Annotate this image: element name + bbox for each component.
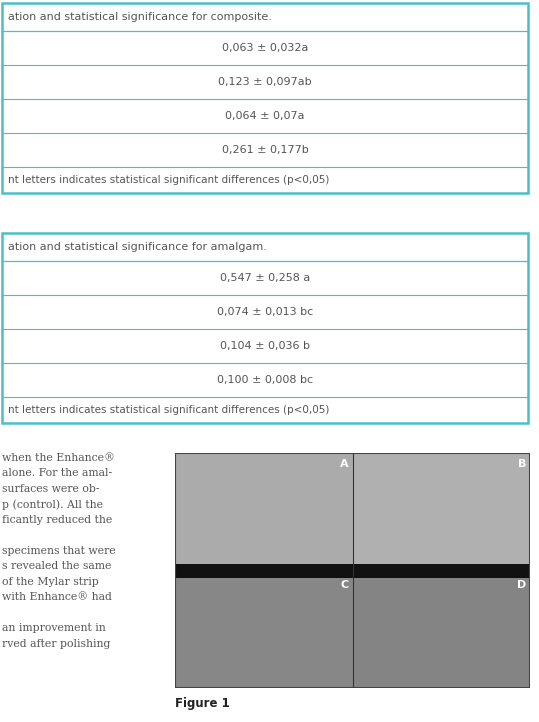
- Text: 0,064 ± 0,07a: 0,064 ± 0,07a: [225, 111, 305, 121]
- Bar: [175, 578, 353, 688]
- Text: A: A: [340, 459, 349, 469]
- Text: 0,261 ± 0,177b: 0,261 ± 0,177b: [222, 145, 308, 155]
- Text: 0,100 ± 0,008 bc: 0,100 ± 0,008 bc: [217, 375, 313, 385]
- Text: specimens that were: specimens that were: [2, 546, 116, 556]
- Text: ation and statistical significance for composite.: ation and statistical significance for c…: [8, 12, 272, 22]
- Text: 0,074 ± 0,013 bc: 0,074 ± 0,013 bc: [217, 307, 313, 317]
- Bar: [353, 453, 530, 563]
- Text: nt letters indicates statistical significant differences (p<0,05): nt letters indicates statistical signifi…: [8, 405, 330, 415]
- Text: 0,123 ± 0,097ab: 0,123 ± 0,097ab: [218, 77, 312, 87]
- Text: C: C: [341, 580, 349, 589]
- Text: of the Mylar strip: of the Mylar strip: [2, 577, 99, 587]
- Text: 0,547 ± 0,258 a: 0,547 ± 0,258 a: [220, 273, 310, 283]
- Bar: [175, 453, 353, 563]
- Text: D: D: [517, 580, 527, 589]
- Text: when the Enhance®: when the Enhance®: [2, 453, 115, 463]
- Text: Figure 1: Figure 1: [175, 697, 230, 710]
- Text: 0,063 ± 0,032a: 0,063 ± 0,032a: [222, 43, 308, 53]
- Text: an improvement in: an improvement in: [2, 623, 106, 633]
- Text: with Enhance® had: with Enhance® had: [2, 592, 112, 602]
- Text: ficantly reduced the: ficantly reduced the: [2, 515, 112, 525]
- Text: p (control). All the: p (control). All the: [2, 499, 103, 510]
- Bar: [175, 563, 530, 578]
- Text: alone. For the amal-: alone. For the amal-: [2, 469, 112, 478]
- Text: rved after polishing: rved after polishing: [2, 639, 110, 649]
- Text: s revealed the same: s revealed the same: [2, 561, 112, 571]
- Bar: [353, 578, 530, 688]
- Text: B: B: [518, 459, 526, 469]
- Text: ation and statistical significance for amalgam.: ation and statistical significance for a…: [8, 242, 267, 252]
- Text: nt letters indicates statistical significant differences (p<0,05): nt letters indicates statistical signifi…: [8, 175, 330, 185]
- Text: 0,104 ± 0,036 b: 0,104 ± 0,036 b: [220, 341, 310, 351]
- Text: surfaces were ob-: surfaces were ob-: [2, 484, 100, 494]
